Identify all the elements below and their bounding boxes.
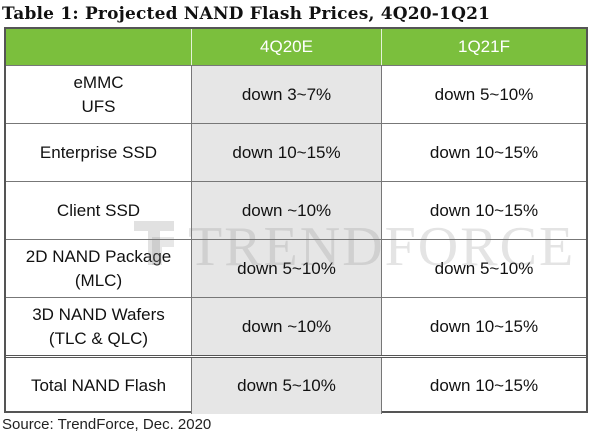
cell-4q20e: down ~10% — [192, 182, 381, 240]
table-row-total: Total NAND Flash down 5~10% down 10~15% — [6, 355, 586, 414]
price-table: 4Q20E 1Q21F eMMC UFS down 3~7% down 5~10… — [4, 27, 588, 414]
column-divider — [381, 182, 382, 240]
table-header-row: 4Q20E 1Q21F — [6, 29, 586, 66]
row-label-line: (MLC) — [74, 271, 123, 290]
cell-value: down 3~7% — [241, 85, 332, 104]
row-label: Total NAND Flash — [6, 358, 191, 414]
cell-4q20e: down 5~10% — [192, 358, 381, 414]
cell-1q21f: down 5~10% — [382, 240, 586, 298]
cell-4q20e: down ~10% — [192, 298, 381, 356]
column-divider — [191, 298, 192, 356]
row-label-line: Client SSD — [56, 201, 141, 220]
header-divider — [381, 29, 382, 65]
header-cell-label — [6, 29, 191, 65]
cell-value: down 5~10% — [237, 259, 336, 278]
cell-4q20e: down 5~10% — [192, 240, 381, 298]
column-divider — [381, 358, 382, 414]
column-divider — [191, 182, 192, 240]
column-divider — [381, 240, 382, 298]
row-label-line: 2D NAND Package — [25, 247, 172, 266]
table-title: Table 1: Projected NAND Flash Prices, 4Q… — [2, 4, 491, 24]
cell-1q21f: down 10~15% — [382, 298, 586, 356]
row-label-line: (TLC & QLC) — [48, 329, 149, 348]
column-divider — [191, 66, 192, 124]
row-label: eMMC UFS — [6, 66, 191, 124]
header-divider — [191, 29, 192, 65]
table-row: 3D NAND Wafers (TLC & QLC) down ~10% dow… — [6, 297, 586, 356]
header-cell-1q21f: 1Q21F — [458, 37, 510, 56]
table-row: 2D NAND Package (MLC) down 5~10% down 5~… — [6, 239, 586, 298]
cell-1q21f: down 10~15% — [382, 182, 586, 240]
column-divider — [381, 66, 382, 124]
cell-4q20e: down 10~15% — [192, 124, 381, 182]
cell-value: down 10~15% — [429, 317, 539, 336]
row-label: 3D NAND Wafers (TLC & QLC) — [6, 298, 191, 356]
cell-value: down ~10% — [241, 201, 332, 220]
row-label: Client SSD — [6, 182, 191, 240]
cell-value: down 5~10% — [434, 259, 534, 278]
cell-value: down ~10% — [241, 317, 332, 336]
column-divider — [191, 358, 192, 414]
cell-4q20e: down 3~7% — [192, 66, 381, 124]
row-label-line: Enterprise SSD — [39, 143, 158, 162]
column-divider — [191, 240, 192, 298]
cell-1q21f: down 10~15% — [382, 124, 586, 182]
row-label-line: eMMC — [73, 73, 124, 92]
column-divider — [381, 124, 382, 182]
row-label: Enterprise SSD — [6, 124, 191, 182]
cell-value: down 10~15% — [429, 376, 539, 395]
column-divider — [381, 298, 382, 356]
header-cell-4q20e: 4Q20E — [260, 37, 313, 56]
row-label-line: 3D NAND Wafers — [32, 305, 165, 324]
table-row: eMMC UFS down 3~7% down 5~10% — [6, 65, 586, 124]
cell-value: down 10~15% — [232, 143, 341, 162]
table-row: Client SSD down ~10% down 10~15% — [6, 181, 586, 240]
row-label-line: Total NAND Flash — [30, 376, 167, 395]
cell-value: down 10~15% — [429, 143, 539, 162]
cell-value: down 5~10% — [434, 85, 534, 104]
column-divider — [191, 124, 192, 182]
cell-value: down 10~15% — [429, 201, 539, 220]
source-note: Source: TrendForce, Dec. 2020 — [2, 416, 212, 433]
cell-1q21f: down 5~10% — [382, 66, 586, 124]
cell-value: down 5~10% — [237, 376, 336, 395]
table-row: Enterprise SSD down 10~15% down 10~15% — [6, 123, 586, 182]
cell-1q21f: down 10~15% — [382, 358, 586, 414]
row-label: 2D NAND Package (MLC) — [6, 240, 191, 298]
row-label-line: UFS — [81, 97, 116, 116]
